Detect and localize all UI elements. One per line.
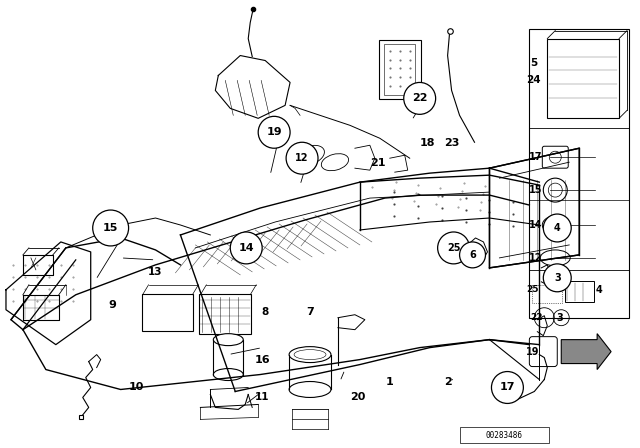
- Text: 6: 6: [469, 250, 476, 260]
- Text: 19: 19: [525, 347, 539, 357]
- Text: 17: 17: [529, 152, 542, 162]
- Bar: [547, 39, 619, 118]
- Text: 15: 15: [103, 223, 118, 233]
- Text: 24: 24: [526, 75, 541, 86]
- Text: 22: 22: [412, 93, 428, 103]
- Circle shape: [404, 82, 436, 114]
- Text: 17: 17: [500, 383, 515, 392]
- Text: 11: 11: [255, 392, 269, 402]
- Text: 3: 3: [556, 313, 563, 323]
- Text: 8: 8: [262, 307, 269, 317]
- Text: 7: 7: [306, 307, 314, 317]
- Text: 25: 25: [526, 285, 539, 294]
- Text: 23: 23: [444, 138, 460, 148]
- Text: 5: 5: [530, 57, 537, 68]
- Text: 21: 21: [370, 158, 385, 168]
- Text: 12: 12: [529, 253, 542, 263]
- Text: 20: 20: [350, 392, 365, 402]
- Text: 18: 18: [420, 138, 435, 148]
- Circle shape: [460, 242, 486, 268]
- Circle shape: [93, 210, 129, 246]
- Circle shape: [543, 264, 572, 292]
- Ellipse shape: [213, 369, 243, 380]
- Polygon shape: [561, 334, 611, 370]
- Text: 00283486: 00283486: [486, 431, 523, 440]
- Circle shape: [543, 214, 572, 242]
- Text: 9: 9: [109, 300, 116, 310]
- Text: 1: 1: [386, 376, 394, 387]
- Text: 25: 25: [447, 243, 460, 253]
- Text: 13: 13: [148, 267, 163, 277]
- Ellipse shape: [213, 334, 243, 345]
- Text: 4: 4: [596, 285, 602, 295]
- Text: 22: 22: [530, 313, 543, 322]
- Circle shape: [286, 142, 318, 174]
- Text: 2: 2: [444, 376, 451, 387]
- Text: 12: 12: [295, 153, 309, 163]
- Text: 14: 14: [239, 243, 254, 253]
- Text: 15: 15: [529, 185, 542, 195]
- Ellipse shape: [289, 382, 331, 397]
- Text: 19: 19: [266, 127, 282, 137]
- Text: 10: 10: [129, 383, 144, 392]
- Circle shape: [230, 232, 262, 264]
- Bar: [532, 285, 563, 303]
- Circle shape: [438, 232, 470, 264]
- Text: 3: 3: [554, 273, 561, 283]
- Bar: [460, 427, 549, 444]
- Bar: [529, 29, 629, 318]
- Text: 16: 16: [254, 354, 270, 365]
- Circle shape: [492, 371, 524, 404]
- Ellipse shape: [289, 347, 331, 362]
- Text: 14: 14: [529, 220, 542, 230]
- Circle shape: [258, 116, 290, 148]
- Text: 4: 4: [554, 223, 561, 233]
